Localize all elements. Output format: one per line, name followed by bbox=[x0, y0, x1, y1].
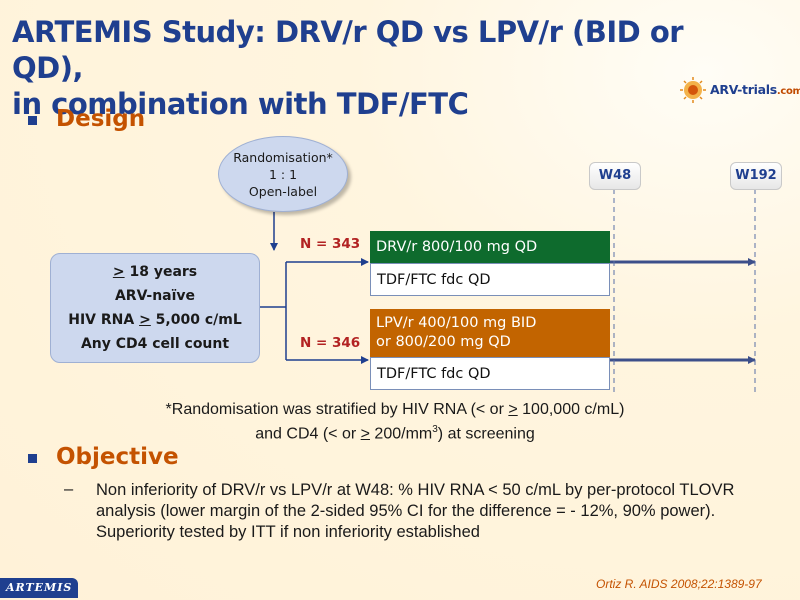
arm2-n-label: N = 346 bbox=[300, 335, 361, 351]
timepoint-w48: W48 bbox=[589, 162, 641, 190]
footnote-line-1: *Randomisation was stratified by HIV RNA… bbox=[165, 401, 625, 418]
randomisation-openlabel: Open-label bbox=[248, 183, 318, 199]
arm2-drug-line2: or 800/200 mg QD bbox=[376, 334, 511, 350]
artemis-footer-tag: ARTEMIS bbox=[0, 578, 78, 598]
footnote-line-2: and CD4 (< or > 200/mm3) at screening bbox=[255, 424, 535, 443]
design-heading: Design bbox=[56, 106, 146, 132]
arm1-n-label: N = 343 bbox=[300, 236, 361, 252]
arv-trials-logo: ARV-trials.com bbox=[676, 76, 800, 104]
criteria-age: > 18 years bbox=[112, 264, 198, 280]
inclusion-criteria-box: > 18 years ARV-naïve HIV RNA > 5,000 c/m… bbox=[50, 253, 260, 363]
randomisation-ellipse: Randomisation* 1 : 1 Open-label bbox=[218, 136, 348, 212]
timepoint-w192: W192 bbox=[730, 162, 782, 190]
randomisation-label: Randomisation* bbox=[233, 149, 333, 165]
title-line-1: ARTEMIS Study: DRV/r QD vs LPV/r (BID or… bbox=[12, 15, 684, 85]
arm2-drug-box: LPV/r 400/100 mg BID or 800/200 mg QD bbox=[370, 309, 610, 357]
criteria-naive: ARV-naïve bbox=[114, 288, 196, 304]
arm2-backbone-box: TDF/FTC fdc QD bbox=[370, 357, 610, 390]
bullet-square-icon bbox=[28, 116, 37, 125]
title-line-2: in combination with TDF/FTC bbox=[12, 87, 469, 121]
arm1-backbone-box: TDF/FTC fdc QD bbox=[370, 263, 610, 296]
objective-text: Non inferiority of DRV/r vs LPV/r at W48… bbox=[96, 481, 735, 541]
slide-title: ARTEMIS Study: DRV/r QD vs LPV/r (BID or… bbox=[12, 14, 752, 122]
artemis-footer-label: ARTEMIS bbox=[6, 581, 73, 594]
objective-heading: Objective bbox=[56, 444, 179, 470]
randomisation-ratio: 1 : 1 bbox=[268, 166, 298, 182]
arm2-drug-line1: LPV/r 400/100 mg BID bbox=[376, 315, 537, 331]
randomisation-footnote: *Randomisation was stratified by HIV RNA… bbox=[60, 400, 730, 444]
criteria-rna: HIV RNA > 5,000 c/mL bbox=[68, 312, 242, 328]
criteria-cd4: Any CD4 cell count bbox=[80, 336, 230, 352]
citation: Ortiz R. AIDS 2008;22:1389-97 bbox=[596, 577, 762, 591]
logo-sunburst-icon bbox=[680, 77, 706, 103]
logo-domain: .com bbox=[776, 86, 800, 97]
arm1-drug-box: DRV/r 800/100 mg QD bbox=[370, 231, 610, 263]
objective-dash: – bbox=[64, 480, 74, 498]
bullet-square-icon bbox=[28, 454, 37, 463]
logo-name: ARV-trials bbox=[710, 82, 777, 97]
